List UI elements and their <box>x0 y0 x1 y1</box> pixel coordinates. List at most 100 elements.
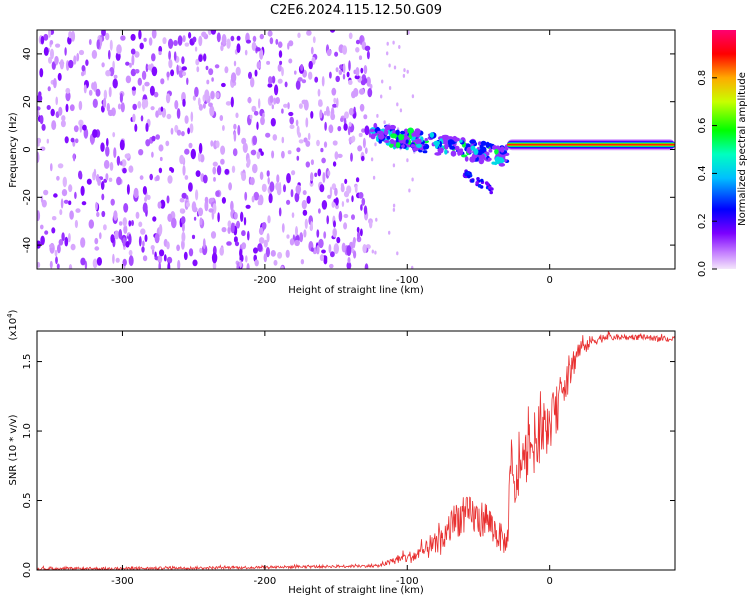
heatmap-cell <box>128 249 133 256</box>
heatmap-cell <box>213 177 216 182</box>
heatmap-cell <box>137 101 142 109</box>
heatmap-cell <box>267 83 273 88</box>
heatmap-cell <box>372 175 376 180</box>
heatmap-cell <box>258 98 261 109</box>
heatmap-cell <box>114 230 120 240</box>
heatmap-cell <box>330 113 336 121</box>
heatmap-cell <box>246 39 251 44</box>
heatmap-cell <box>105 146 110 157</box>
heatmap-cell <box>119 161 123 166</box>
heatmap-cell <box>54 55 59 65</box>
heatmap-cell <box>249 114 253 120</box>
heatmap-cell <box>447 139 455 145</box>
heatmap-cell <box>275 97 281 104</box>
heatmap-cell <box>310 247 314 252</box>
heatmap-cell <box>228 182 233 191</box>
heatmap-cell <box>142 240 145 247</box>
heatmap-cell <box>444 149 448 155</box>
heatmap-cell <box>176 108 181 119</box>
heatmap-cell <box>253 247 258 254</box>
heatmap-cell <box>220 158 225 165</box>
heatmap-cell <box>216 165 222 176</box>
heatmap-cell <box>375 217 378 222</box>
heatmap-cell <box>40 195 44 203</box>
heatmap-cell <box>257 243 263 252</box>
heatmap-cell <box>381 79 384 84</box>
heatmap-cell <box>208 208 214 213</box>
heatmap-cell <box>355 39 361 45</box>
heatmap-cell <box>97 178 101 186</box>
heatmap-cell <box>318 238 324 249</box>
heatmap-cell <box>69 210 74 220</box>
heatmap-cell <box>37 94 43 103</box>
heatmap-cell <box>297 132 302 138</box>
heatmap-cell <box>259 171 264 180</box>
heatmap-cell <box>261 183 267 193</box>
heatmap-cell <box>68 59 74 69</box>
heatmap-cell <box>446 136 454 140</box>
snr-scale-exponent: 4 <box>6 313 14 318</box>
heatmap-cell <box>44 230 49 235</box>
heatmap-cell <box>112 253 115 264</box>
heatmap-cell <box>230 200 234 212</box>
heatmap-cell <box>41 123 46 131</box>
heatmap-cell <box>43 189 49 196</box>
heatmap-cell <box>268 193 273 204</box>
y-tick-label: 20 <box>22 95 33 108</box>
heatmap-cell <box>271 150 275 159</box>
heatmap-cell <box>401 144 405 148</box>
heatmap-cell <box>306 30 312 36</box>
heatmap-cell <box>100 142 105 152</box>
heatmap-cell <box>100 181 105 190</box>
heatmap-cell <box>360 204 363 211</box>
heatmap-cell <box>269 37 274 45</box>
heatmap-cell <box>62 176 67 188</box>
heatmap-cell <box>304 218 308 229</box>
heatmap-cell <box>261 222 267 230</box>
heatmap-cell <box>73 125 79 133</box>
heatmap-cell <box>450 150 457 157</box>
heatmap-cell <box>459 139 463 143</box>
heatmap-cell <box>259 48 264 60</box>
heatmap-cell <box>355 47 360 53</box>
heatmap-cell <box>157 255 163 264</box>
heatmap-cell <box>374 142 377 147</box>
heatmap-cell <box>259 33 264 40</box>
heatmap-cell <box>113 210 118 221</box>
heatmap-cell <box>348 121 352 127</box>
heatmap-cell <box>81 65 86 72</box>
heatmap-cell <box>305 161 310 168</box>
heatmap-cell <box>174 100 179 110</box>
heatmap-cell <box>299 232 304 243</box>
heatmap-cell <box>234 212 238 220</box>
heatmap-cell <box>357 231 361 240</box>
heatmap-cell <box>230 72 237 83</box>
heatmap-cell <box>275 182 280 191</box>
heatmap-cell <box>118 221 123 226</box>
heatmap-cell <box>209 105 215 117</box>
heatmap-cell <box>158 144 164 152</box>
heatmap-cell <box>129 62 132 68</box>
heatmap-cell <box>278 50 283 58</box>
heatmap-cell <box>258 227 264 236</box>
heatmap-cell <box>72 153 76 162</box>
heatmap-cell <box>51 61 56 70</box>
heatmap-cell <box>95 88 101 97</box>
heatmap-cell <box>342 45 348 55</box>
heatmap-cell <box>115 257 120 263</box>
heatmap-cell <box>333 228 337 238</box>
heatmap-cell <box>326 215 330 225</box>
heatmap-cell <box>141 102 145 108</box>
heatmap-cell <box>147 64 152 71</box>
heatmap-cell <box>51 227 56 234</box>
heatmap-cell <box>101 30 106 37</box>
heatmap-cell <box>138 236 142 247</box>
heatmap-cell <box>105 173 109 181</box>
heatmap-cell <box>222 125 225 131</box>
heatmap-cell <box>73 55 77 65</box>
heatmap-cell <box>58 106 63 116</box>
heatmap-cell <box>128 165 134 173</box>
heatmap-cell <box>80 185 85 196</box>
heatmap-cell <box>361 128 366 133</box>
y-tick-label: 0 <box>22 146 33 152</box>
